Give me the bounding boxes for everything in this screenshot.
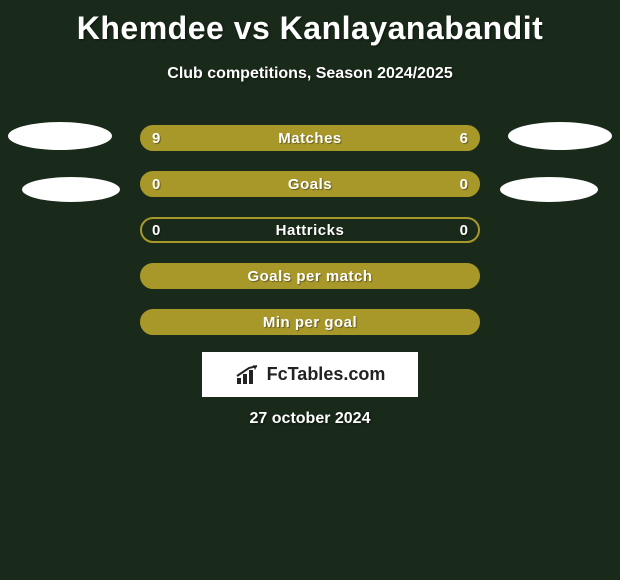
stat-right-value: 6 <box>460 130 468 147</box>
brand-box[interactable]: FcTables.com <box>202 352 418 397</box>
page-title: Khemdee vs Kanlayanabandit <box>0 0 620 47</box>
stat-bar-goals: 0 Goals 0 <box>140 171 480 197</box>
stat-left-value: 0 <box>152 222 160 239</box>
decoration-ellipse-top-right <box>508 122 612 150</box>
stat-bar-goals-per-match: Goals per match <box>140 263 480 289</box>
date-text: 27 october 2024 <box>250 410 371 428</box>
stat-label: Hattricks <box>276 222 345 239</box>
decoration-ellipse-top-left <box>8 122 112 150</box>
stat-bar-hattricks: 0 Hattricks 0 <box>140 217 480 243</box>
decoration-ellipse-mid-left <box>22 177 120 202</box>
stat-label: Matches <box>278 130 342 147</box>
stat-label: Goals per match <box>247 268 372 285</box>
stat-bars: 9 Matches 6 0 Goals 0 0 Hattricks 0 Goal… <box>140 125 480 355</box>
stat-right-value: 0 <box>460 222 468 239</box>
stat-bar-min-per-goal: Min per goal <box>140 309 480 335</box>
page-subtitle: Club competitions, Season 2024/2025 <box>0 65 620 83</box>
stat-label: Goals <box>288 176 332 193</box>
stat-left-value: 9 <box>152 130 160 147</box>
stat-label: Min per goal <box>263 314 357 331</box>
stat-right-value: 0 <box>460 176 468 193</box>
stat-left-value: 0 <box>152 176 160 193</box>
chart-icon <box>235 364 261 386</box>
brand-text: FcTables.com <box>267 364 386 385</box>
decoration-ellipse-mid-right <box>500 177 598 202</box>
stat-bar-matches: 9 Matches 6 <box>140 125 480 151</box>
